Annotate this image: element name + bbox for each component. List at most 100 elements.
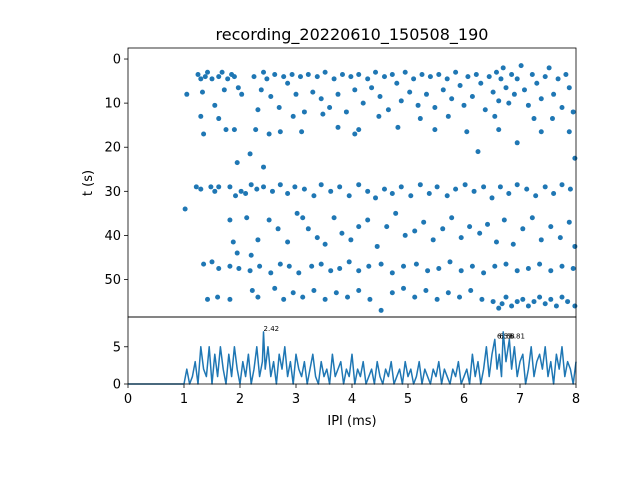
raster-point xyxy=(481,270,487,276)
raster-point xyxy=(193,184,199,190)
raster-point xyxy=(258,87,264,93)
raster-point xyxy=(490,299,496,305)
raster-point xyxy=(555,76,561,82)
raster-point xyxy=(534,80,540,86)
raster-point xyxy=(339,71,345,77)
raster-point xyxy=(485,221,491,227)
raster-point xyxy=(239,91,245,97)
raster-point xyxy=(511,91,517,97)
peak-annotation: 6.63 xyxy=(499,332,515,340)
raster-point xyxy=(227,263,233,269)
raster-point xyxy=(407,89,413,95)
raster-point xyxy=(266,217,272,223)
raster-point xyxy=(415,102,421,108)
raster-point xyxy=(529,71,535,77)
raster-point xyxy=(248,182,254,188)
raster-point xyxy=(299,129,305,135)
raster-point xyxy=(520,226,526,232)
raster-point xyxy=(417,182,423,188)
raster-point xyxy=(492,113,498,119)
raster-point xyxy=(352,87,358,93)
raster-point xyxy=(514,140,520,146)
raster-point xyxy=(249,288,255,294)
raster-point xyxy=(506,191,512,197)
peak-annotation: 6.81 xyxy=(509,332,525,340)
raster-point xyxy=(352,131,358,137)
raster-point xyxy=(497,184,503,190)
raster-point xyxy=(238,188,244,194)
raster-point xyxy=(309,263,315,269)
raster-point xyxy=(520,296,526,302)
raster-point xyxy=(335,91,341,97)
raster-point xyxy=(559,263,565,269)
raster-point xyxy=(524,186,530,192)
raster-point xyxy=(449,215,455,221)
chart-title: recording_20220610_150508_190 xyxy=(216,25,489,45)
raster-point xyxy=(567,186,573,192)
raster-point xyxy=(322,296,328,302)
raster-point xyxy=(481,184,487,190)
raster-point xyxy=(365,76,371,82)
peak-annotation: 6.59 xyxy=(497,332,513,340)
raster-point xyxy=(216,116,222,122)
raster-point xyxy=(276,105,282,111)
raster-point xyxy=(376,113,382,119)
raster-point xyxy=(385,107,391,113)
raster-ytick-label: 30 xyxy=(104,185,121,200)
raster-point xyxy=(423,91,429,97)
raster-point xyxy=(570,265,576,271)
hist-xtick-label: 8 xyxy=(572,392,580,407)
raster-point xyxy=(255,237,261,243)
hist-ytick-label: 0 xyxy=(113,378,121,393)
raster-point xyxy=(467,224,473,230)
raster-point xyxy=(514,182,520,188)
raster-point xyxy=(457,82,463,88)
raster-point xyxy=(216,74,222,80)
raster-point xyxy=(243,191,249,197)
raster-point xyxy=(394,80,400,86)
raster-point xyxy=(261,184,267,190)
raster-point xyxy=(231,74,237,80)
raster-point xyxy=(378,307,384,313)
raster-point xyxy=(272,71,278,77)
raster-point xyxy=(518,63,524,69)
raster-point xyxy=(509,71,515,77)
raster-point xyxy=(244,215,250,221)
raster-point xyxy=(337,265,343,271)
raster-point xyxy=(322,69,328,75)
raster-point xyxy=(423,288,429,294)
raster-point xyxy=(557,235,563,241)
raster-point xyxy=(468,288,474,294)
raster-point xyxy=(538,96,544,102)
raster-point xyxy=(469,263,475,269)
raster-point xyxy=(496,305,502,311)
raster-point xyxy=(426,191,432,197)
raster-point xyxy=(247,268,253,274)
raster-point xyxy=(457,294,463,300)
raster-point xyxy=(365,217,371,223)
raster-point xyxy=(343,109,349,115)
raster-point xyxy=(531,299,537,305)
raster-point xyxy=(257,263,263,269)
raster-point xyxy=(389,290,395,296)
raster-point xyxy=(327,105,333,111)
raster-point xyxy=(366,263,372,269)
raster-point xyxy=(465,74,471,80)
raster-point xyxy=(374,243,380,249)
raster-point xyxy=(389,191,395,197)
raster-point xyxy=(268,94,274,100)
raster-point xyxy=(297,74,303,80)
raster-point xyxy=(559,182,565,188)
raster-point xyxy=(514,299,520,305)
raster-point xyxy=(434,184,440,190)
raster-point xyxy=(444,193,450,199)
raster-point xyxy=(525,303,531,309)
raster-point xyxy=(305,71,311,77)
raster-point xyxy=(506,100,512,106)
raster-point xyxy=(449,96,455,102)
raster-point xyxy=(290,290,296,296)
raster-point xyxy=(478,80,484,86)
raster-point xyxy=(348,74,354,80)
raster-point xyxy=(525,102,531,108)
raster-point xyxy=(412,294,418,300)
